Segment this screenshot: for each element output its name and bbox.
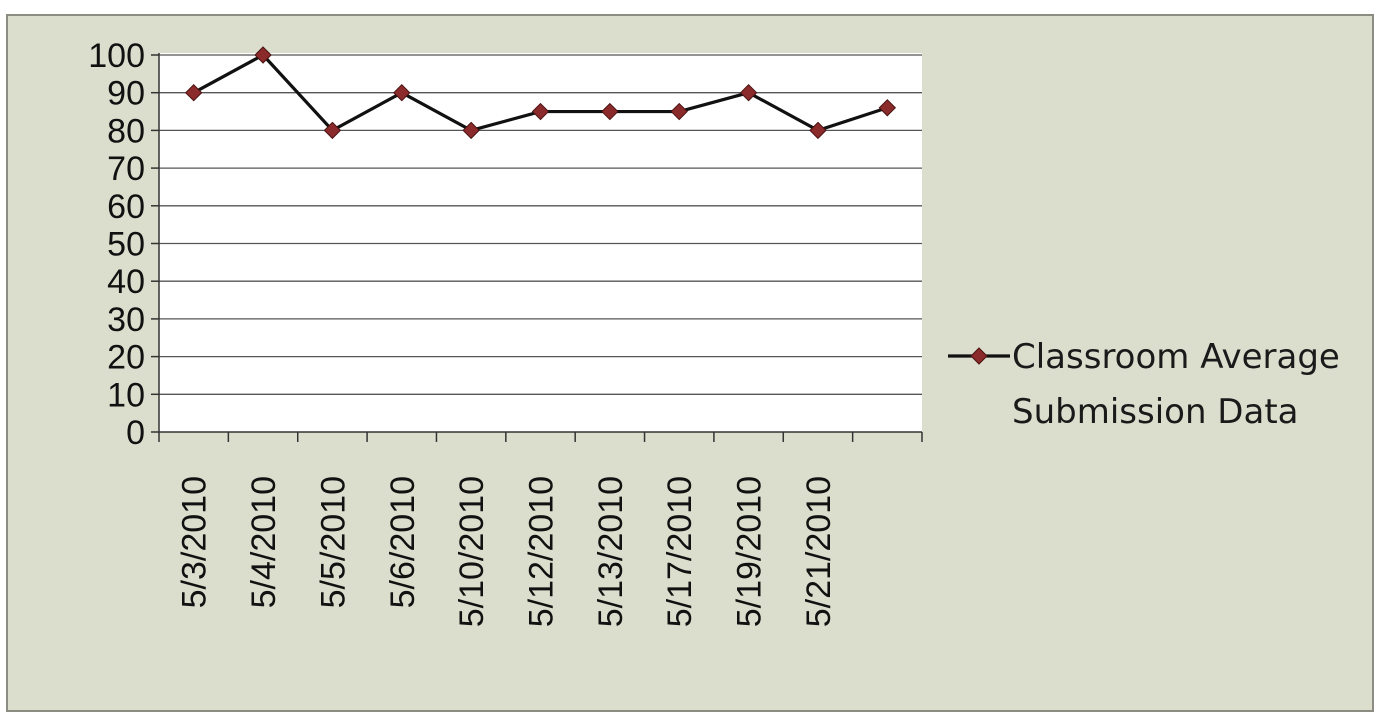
data-point-10: [878, 99, 897, 117]
x-tick-label-6: 5/13/2010: [592, 476, 630, 627]
legend-marker-icon: [970, 347, 988, 365]
data-point-9: [809, 121, 827, 140]
y-tick-label-90: 90: [107, 75, 145, 113]
data-point-0: [184, 83, 203, 102]
y-tick-label-20: 20: [107, 339, 145, 377]
y-tick-label-70: 70: [107, 150, 145, 188]
y-tick-label-40: 40: [107, 263, 145, 301]
y-tick-label-10: 10: [107, 376, 145, 414]
data-point-8: [739, 83, 758, 102]
x-tick-label-2: 5/5/2010: [314, 476, 352, 608]
x-tick-label-7: 5/17/2010: [661, 476, 699, 627]
y-tick-label-80: 80: [107, 112, 145, 150]
y-tick-label-50: 50: [107, 226, 145, 264]
data-point-4: [462, 121, 480, 140]
y-tick-label-30: 30: [107, 301, 145, 339]
data-point-6: [601, 102, 619, 121]
x-tick-label-4: 5/10/2010: [453, 476, 491, 627]
data-point-7: [670, 102, 688, 121]
y-tick-label-100: 100: [88, 37, 145, 75]
data-point-1: [254, 46, 272, 64]
data-point-3: [393, 83, 411, 102]
x-tick-label-5: 5/12/2010: [523, 476, 561, 627]
data-point-5: [531, 102, 550, 121]
x-tick-label-9: 5/21/2010: [800, 476, 838, 627]
x-tick-label-0: 5/3/2010: [176, 476, 214, 608]
legend-label-line-2: Submission Data: [1012, 392, 1299, 432]
data-point-2: [323, 121, 342, 140]
legend-label-line-1: Classroom Average: [1012, 337, 1340, 377]
x-tick-label-3: 5/6/2010: [384, 476, 422, 608]
y-tick-label-60: 60: [107, 188, 145, 226]
x-tick-label-1: 5/4/2010: [245, 476, 283, 608]
y-tick-label-0: 0: [126, 414, 145, 452]
x-tick-label-8: 5/19/2010: [731, 476, 769, 627]
